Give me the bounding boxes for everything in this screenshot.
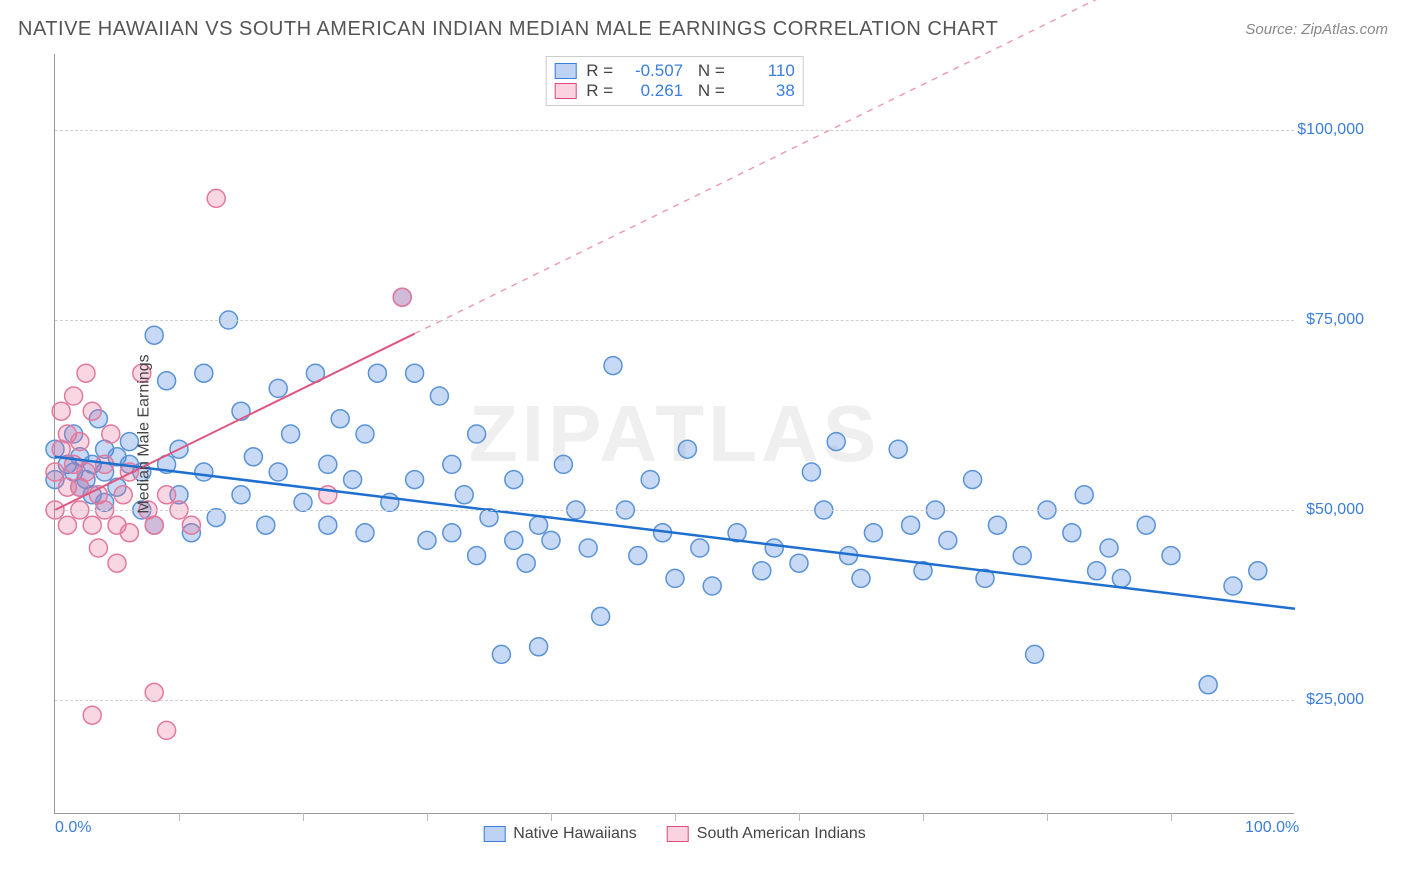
plot-area: ZIPATLAS R =-0.507 N =110 R =0.261 N =38… [54,54,1294,814]
y-tick-label: $75,000 [1306,311,1364,329]
regression-line [55,334,415,510]
swatch-blue [483,826,505,842]
x-tick-label: 100.0% [1245,819,1299,837]
stats-legend: R =-0.507 N =110 R =0.261 N =38 [545,56,804,106]
swatch-pink [554,83,576,99]
chart-title: NATIVE HAWAIIAN VS SOUTH AMERICAN INDIAN… [18,18,998,41]
legend-label: South American Indians [697,825,866,843]
source-label: Source: ZipAtlas.com [1245,21,1388,38]
y-tick-label: $100,000 [1297,121,1364,139]
regression-line [55,457,1295,609]
series-legend: Native Hawaiians South American Indians [483,825,866,843]
y-tick-label: $25,000 [1306,691,1364,709]
y-axis-label: Median Male Earnings [136,354,154,513]
y-tick-label: $50,000 [1306,501,1364,519]
x-tick-label: 0.0% [55,819,91,837]
legend-label: Native Hawaiians [513,825,637,843]
swatch-pink [667,826,689,842]
swatch-blue [554,63,576,79]
regression-line-dashed [415,0,1295,334]
